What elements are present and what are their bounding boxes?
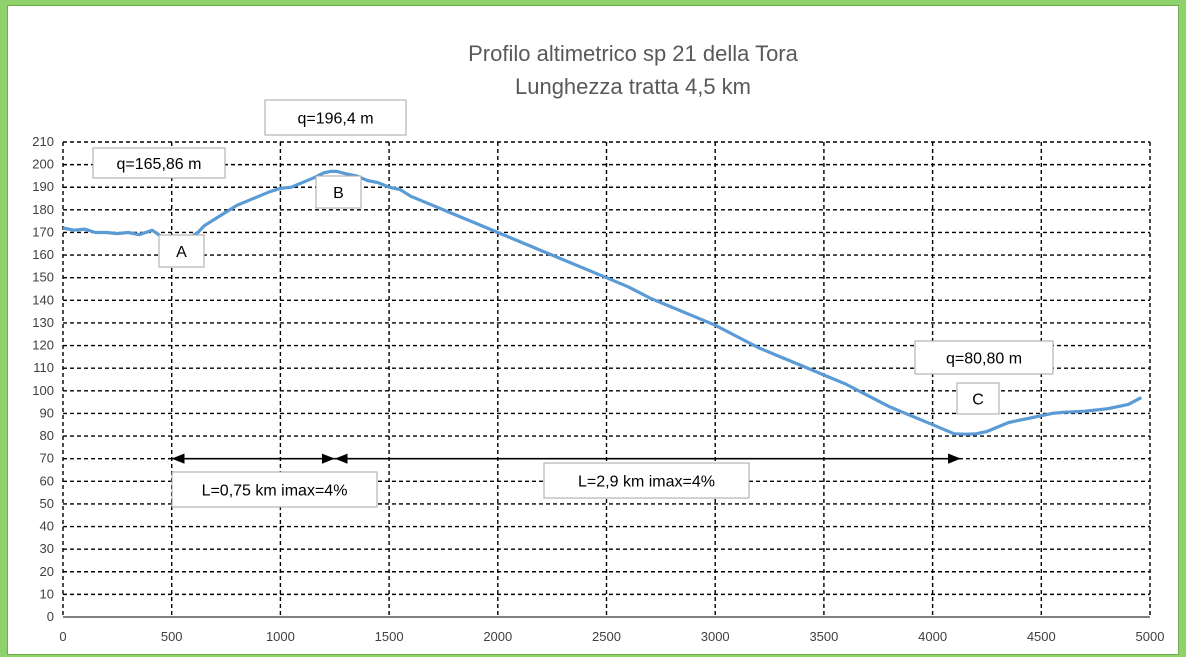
x-tick-label: 3500 <box>809 629 838 644</box>
y-tick-label: 130 <box>32 315 54 330</box>
y-tick-label: 140 <box>32 292 54 307</box>
altimetric-profile-chart: Profilo altimetrico sp 21 della Tora Lun… <box>32 41 1164 644</box>
annotation-frame <box>914 340 1054 375</box>
y-tick-label: 200 <box>32 157 54 172</box>
chart-frame: Profilo altimetrico sp 21 della Tora Lun… <box>7 5 1179 655</box>
chart-subtitle: Lunghezza tratta 4,5 km <box>515 74 751 99</box>
y-tick-label: 70 <box>40 451 54 466</box>
annotations: q=165,86 m q=196,4 m A B Cq=80,80 m L=0,75 km… <box>92 99 1054 508</box>
annotation-box: q=80,80 m <box>914 340 1054 375</box>
annotation-box: A <box>158 234 205 268</box>
y-tick-label: 90 <box>40 405 54 420</box>
annotation-box: B <box>315 175 362 209</box>
annotation-frame <box>543 462 750 499</box>
chart-title: Profilo altimetrico sp 21 della Tora <box>468 41 799 66</box>
annotation-label: B <box>333 185 344 202</box>
annotation-label: L=2,9 km imax=4% <box>578 474 715 491</box>
y-tick-label: 10 <box>40 586 54 601</box>
annotation-label: L=0,75 km imax=4% <box>202 483 348 500</box>
x-tick-label: 4000 <box>918 629 947 644</box>
annotation-box: C <box>956 382 1000 415</box>
annotation-frame <box>315 175 362 209</box>
y-tick-label: 180 <box>32 202 54 217</box>
annotation-frame <box>158 234 205 268</box>
y-tick-label: 120 <box>32 338 54 353</box>
annotation-frame <box>171 471 378 508</box>
x-tick-label: 1000 <box>266 629 295 644</box>
y-tick-label: 40 <box>40 519 54 534</box>
y-tick-label: 170 <box>32 224 54 239</box>
x-tick-label: 2500 <box>592 629 621 644</box>
annotation-box: L=2,9 km imax=4% <box>543 462 750 499</box>
x-tick-label: 2000 <box>483 629 512 644</box>
x-tick-label: 5000 <box>1136 629 1165 644</box>
x-tick-label: 4500 <box>1027 629 1056 644</box>
annotation-frame <box>264 99 407 136</box>
annotation-box: L=0,75 km imax=4% <box>171 471 378 508</box>
x-tick-label: 1500 <box>375 629 404 644</box>
annotation-label: C <box>972 392 984 409</box>
annotation-frame <box>956 382 1000 415</box>
x-tick-label: 0 <box>59 629 66 644</box>
y-tick-label: 30 <box>40 541 54 556</box>
y-tick-label: 80 <box>40 428 54 443</box>
y-tick-label: 100 <box>32 383 54 398</box>
x-tick-label: 3000 <box>701 629 730 644</box>
annotation-box: q=165,86 m <box>92 147 226 179</box>
y-tick-label: 190 <box>32 179 54 194</box>
axes: 0 10 20 30 40 50 60 70 80 90 100 110 120 130 140 150 160… <box>32 134 1164 644</box>
annotation-label: q=196,4 m <box>297 111 373 128</box>
annotation-label: A <box>176 244 187 261</box>
y-tick-label: 50 <box>40 496 54 511</box>
annotation-label: q=80,80 m <box>946 351 1022 368</box>
x-tick-label: 500 <box>161 629 183 644</box>
annotation-box: q=196,4 m <box>264 99 407 136</box>
y-tick-label: 110 <box>33 360 54 375</box>
annotation-frame <box>92 147 226 179</box>
y-tick-label: 20 <box>40 564 54 579</box>
y-tick-label: 0 <box>47 609 54 624</box>
annotation-label: q=165,86 m <box>117 156 202 173</box>
y-tick-label: 60 <box>40 473 54 488</box>
y-tick-label: 210 <box>32 134 54 149</box>
y-tick-label: 160 <box>32 247 54 262</box>
y-tick-label: 150 <box>32 270 54 285</box>
